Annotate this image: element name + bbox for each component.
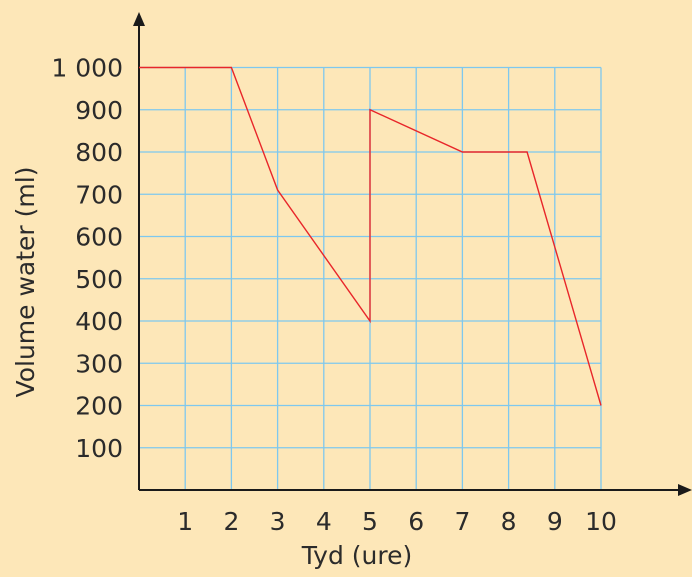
x-tick-label: 8 <box>501 507 517 536</box>
y-tick-label: 1 000 <box>51 54 123 83</box>
y-tick-label: 800 <box>75 138 123 167</box>
x-tick-label: 9 <box>547 507 563 536</box>
y-tick-label: 100 <box>75 434 123 463</box>
axes <box>133 12 692 496</box>
x-tick-label: 2 <box>223 507 239 536</box>
x-tick-label: 3 <box>270 507 286 536</box>
x-axis-title: Tyd (ure) <box>301 541 412 570</box>
series <box>139 66 602 406</box>
y-tick-label: 200 <box>75 392 123 421</box>
y-tick-label: 900 <box>75 96 123 125</box>
x-tick-label: 7 <box>454 507 470 536</box>
y-tick-label: 500 <box>75 265 123 294</box>
x-tick-label: 1 <box>177 507 193 536</box>
y-tick-label: 600 <box>75 223 123 252</box>
x-tick-label: 6 <box>408 507 424 536</box>
series-line <box>139 66 602 406</box>
x-tick-label: 5 <box>362 507 378 536</box>
x-tick-label: 10 <box>585 507 617 536</box>
y-tick-label: 400 <box>75 307 123 336</box>
x-axis-arrow <box>678 484 692 496</box>
y-tick-label: 300 <box>75 349 123 378</box>
y-axis-title: Volume water (ml) <box>11 167 40 398</box>
tick-labels: 1 2 3 4 5 6 7 8 9 10 100 200 300 400 500 600 700 800 900 1 … <box>51 54 616 537</box>
x-tick-label: 4 <box>316 507 332 536</box>
y-tick-label: 700 <box>75 180 123 209</box>
y-axis-arrow <box>133 12 145 26</box>
